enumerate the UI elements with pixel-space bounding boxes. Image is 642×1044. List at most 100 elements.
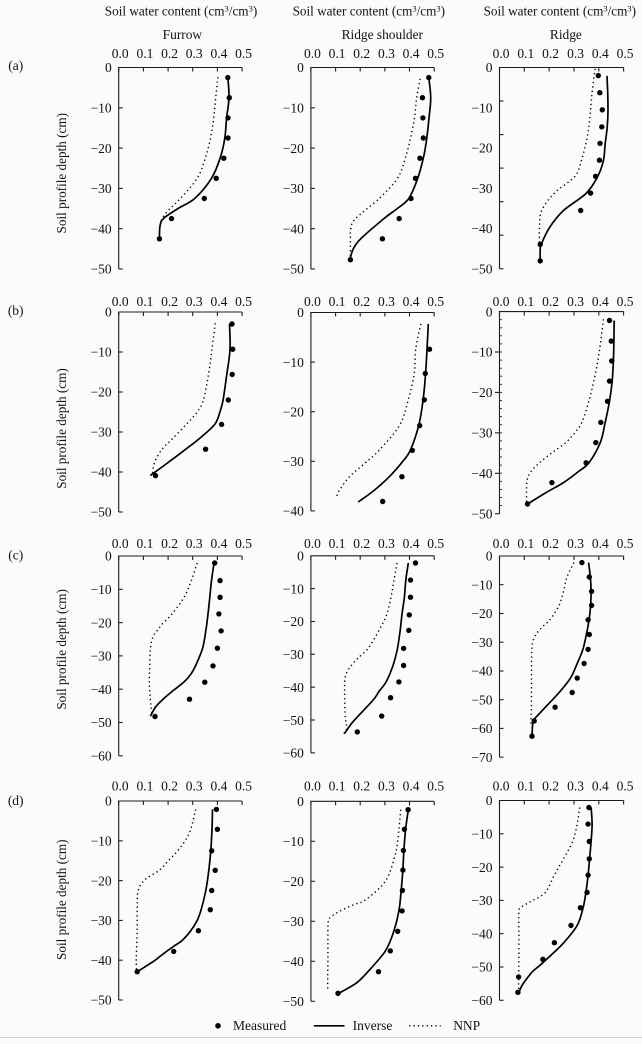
svg-text:−40: −40: [91, 221, 112, 236]
svg-text:0.3: 0.3: [186, 294, 203, 309]
svg-text:0.1: 0.1: [329, 779, 346, 794]
svg-text:0.0: 0.0: [112, 779, 129, 794]
svg-text:−10: −10: [471, 345, 492, 360]
svg-text:Soil profile depth (cm): Soil profile depth (cm): [54, 113, 69, 234]
svg-text:−50: −50: [283, 994, 304, 1009]
svg-text:0.4: 0.4: [403, 46, 420, 61]
svg-text:−40: −40: [283, 504, 304, 519]
svg-text:0.3: 0.3: [567, 536, 584, 551]
svg-text:Soil water content (cm3/cm3): Soil water content (cm3/cm3): [293, 4, 445, 19]
svg-text:0.5: 0.5: [617, 779, 634, 794]
svg-text:0.2: 0.2: [353, 536, 370, 551]
svg-text:0.5: 0.5: [235, 536, 252, 551]
svg-text:0.2: 0.2: [161, 294, 178, 309]
svg-text:0.2: 0.2: [542, 46, 559, 61]
svg-text:Measured: Measured: [233, 1018, 286, 1033]
svg-text:0.0: 0.0: [493, 294, 510, 309]
svg-text:0.5: 0.5: [235, 46, 252, 61]
svg-text:−10: −10: [471, 827, 492, 842]
svg-text:0.4: 0.4: [403, 536, 420, 551]
svg-text:0.3: 0.3: [186, 46, 203, 61]
svg-text:0.0: 0.0: [493, 46, 510, 61]
svg-text:0.5: 0.5: [427, 536, 444, 551]
svg-text:0.3: 0.3: [567, 294, 584, 309]
svg-text:Soil profile depth (cm): Soil profile depth (cm): [54, 368, 69, 489]
svg-text:0.2: 0.2: [353, 46, 370, 61]
svg-text:−30: −30: [283, 914, 304, 929]
svg-text:0.2: 0.2: [353, 779, 370, 794]
svg-text:Furrow: Furrow: [163, 27, 203, 42]
svg-text:Soil water content (cm3/cm3): Soil water content (cm3/cm3): [484, 4, 636, 19]
svg-text:−10: −10: [91, 345, 112, 360]
svg-text:−40: −40: [91, 953, 112, 968]
svg-text:0.2: 0.2: [353, 294, 370, 309]
svg-text:0.5: 0.5: [427, 779, 444, 794]
svg-text:0.2: 0.2: [542, 779, 559, 794]
svg-text:−10: −10: [471, 577, 492, 592]
svg-text:0.3: 0.3: [378, 46, 395, 61]
svg-text:0.5: 0.5: [235, 294, 252, 309]
svg-text:0.4: 0.4: [592, 536, 609, 551]
svg-text:0.4: 0.4: [592, 779, 609, 794]
svg-text:Inverse: Inverse: [353, 1018, 393, 1033]
svg-text:0.2: 0.2: [161, 779, 178, 794]
svg-text:0.0: 0.0: [112, 46, 129, 61]
svg-text:−40: −40: [283, 221, 304, 236]
svg-text:0.0: 0.0: [304, 536, 321, 551]
svg-text:−10: −10: [91, 834, 112, 849]
svg-text:0: 0: [486, 793, 493, 808]
svg-text:−20: −20: [471, 860, 492, 875]
svg-text:−70: −70: [471, 750, 492, 765]
svg-text:−20: −20: [283, 404, 304, 419]
svg-text:−20: −20: [91, 873, 112, 888]
svg-text:0.0: 0.0: [304, 779, 321, 794]
svg-text:−10: −10: [283, 355, 304, 370]
svg-text:−60: −60: [283, 746, 304, 761]
svg-text:−20: −20: [91, 615, 112, 630]
svg-text:−40: −40: [283, 954, 304, 969]
svg-text:0.5: 0.5: [427, 294, 444, 309]
svg-text:0.1: 0.1: [136, 536, 153, 551]
svg-text:−20: −20: [471, 606, 492, 621]
svg-text:−10: −10: [283, 101, 304, 116]
svg-text:−30: −30: [471, 181, 492, 196]
svg-text:0.2: 0.2: [542, 536, 559, 551]
svg-text:−30: −30: [471, 635, 492, 650]
svg-text:0.3: 0.3: [378, 536, 395, 551]
svg-text:0.1: 0.1: [136, 294, 153, 309]
svg-text:−30: −30: [471, 893, 492, 908]
svg-text:0.4: 0.4: [403, 779, 420, 794]
svg-text:0.4: 0.4: [210, 294, 227, 309]
svg-text:−30: −30: [91, 425, 112, 440]
svg-text:−20: −20: [283, 614, 304, 629]
svg-text:Soil profile depth (cm): Soil profile depth (cm): [54, 839, 69, 960]
svg-text:−50: −50: [471, 506, 492, 521]
svg-text:0.3: 0.3: [567, 46, 584, 61]
svg-text:0.4: 0.4: [210, 46, 227, 61]
svg-text:−50: −50: [471, 960, 492, 975]
svg-text:0.4: 0.4: [210, 779, 227, 794]
svg-text:−10: −10: [91, 582, 112, 597]
svg-text:−10: −10: [283, 581, 304, 596]
svg-text:0: 0: [105, 549, 112, 564]
svg-text:0: 0: [486, 60, 493, 75]
svg-text:0.1: 0.1: [329, 536, 346, 551]
svg-text:0.1: 0.1: [329, 46, 346, 61]
svg-text:−60: −60: [471, 721, 492, 736]
svg-text:0: 0: [486, 549, 493, 564]
svg-text:−40: −40: [91, 465, 112, 480]
svg-text:0.0: 0.0: [493, 779, 510, 794]
svg-text:0.4: 0.4: [592, 294, 609, 309]
svg-text:0.1: 0.1: [136, 779, 153, 794]
svg-text:−10: −10: [471, 101, 492, 116]
svg-text:0.3: 0.3: [186, 779, 203, 794]
svg-text:0.4: 0.4: [592, 46, 609, 61]
svg-text:0: 0: [297, 60, 304, 75]
svg-text:0: 0: [486, 304, 493, 319]
svg-text:−30: −30: [283, 647, 304, 662]
svg-text:0: 0: [297, 549, 304, 564]
svg-text:0.0: 0.0: [493, 536, 510, 551]
svg-text:−50: −50: [471, 692, 492, 707]
svg-text:0.4: 0.4: [403, 294, 420, 309]
svg-text:−30: −30: [91, 913, 112, 928]
